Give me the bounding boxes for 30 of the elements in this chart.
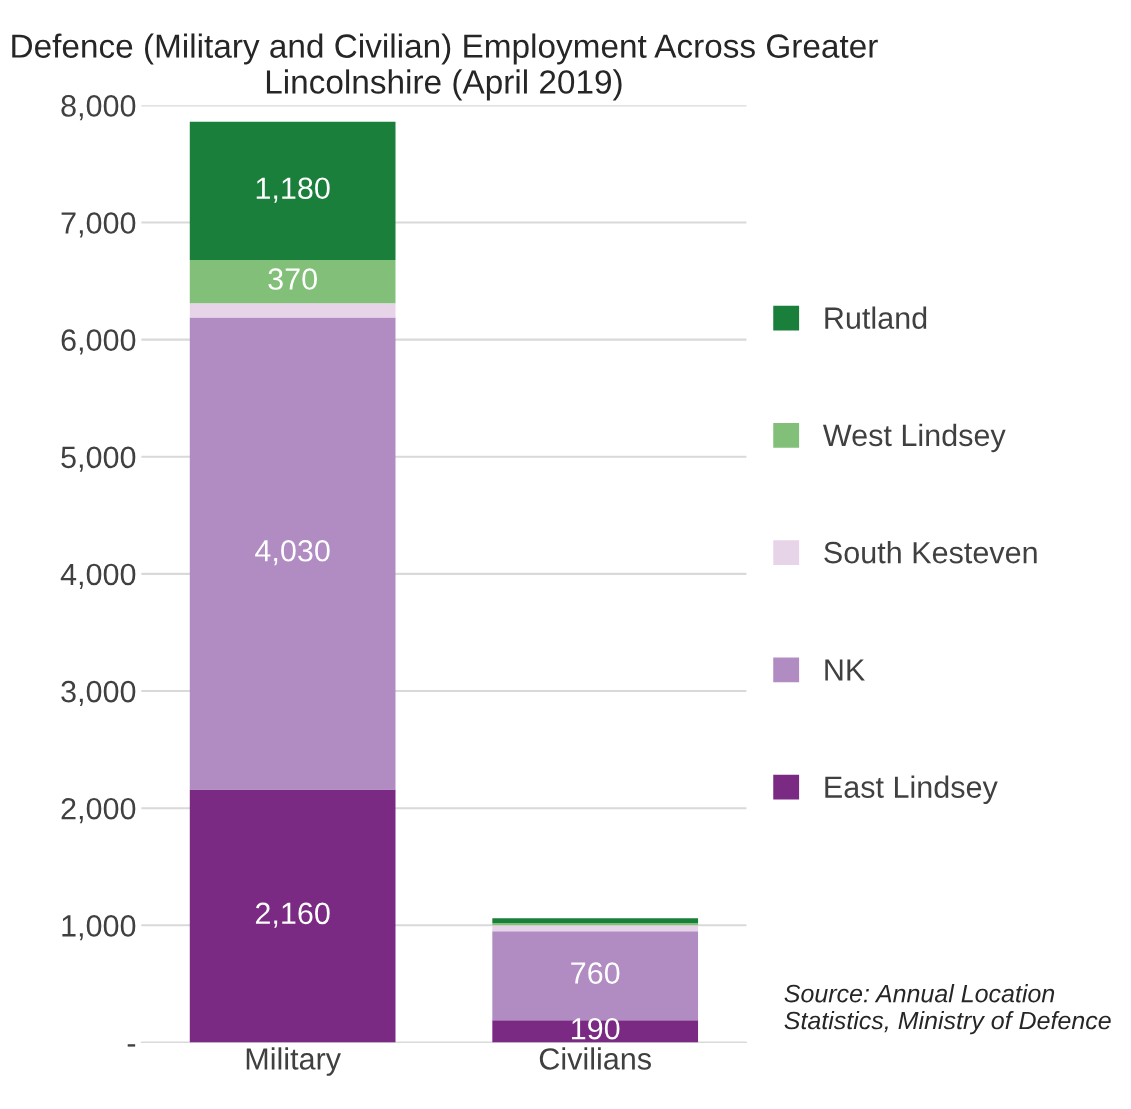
bar (189, 303, 396, 318)
data-label: 4,030 (255, 539, 330, 566)
legend-label: South Kesteven (824, 541, 1037, 564)
y-tick-label: 5,000 (61, 446, 136, 472)
data-label: 2,160 (255, 902, 330, 928)
data-label: 190 (572, 1017, 620, 1040)
data-label: 370 (268, 268, 317, 290)
source-note: Source: Annual Location Statistics, Ministry of Defence (784, 984, 1111, 1035)
bar (189, 317, 396, 790)
bar (492, 918, 699, 923)
bar (189, 121, 396, 260)
y-tick-label: 6,000 (61, 329, 136, 355)
y-tick-label: 2,000 (61, 797, 136, 824)
bar (492, 925, 699, 932)
y-tick-label: - (127, 1044, 136, 1047)
legend-label: East Lindsey (825, 775, 998, 804)
bar (492, 1020, 699, 1043)
bar (189, 789, 396, 1043)
y-tick-label: 4,000 (60, 563, 136, 589)
x-tick-label: Military (246, 1047, 341, 1076)
y-tick-label: 3,000 (61, 680, 136, 707)
y-tick-label: 7,000 (61, 212, 136, 238)
legend-label: NK (825, 659, 865, 681)
legend-label: West Lindsey (822, 423, 1006, 453)
legend-label: Rutland (825, 306, 927, 329)
data-label: 1,180 (256, 177, 330, 203)
bar (189, 259, 396, 304)
x-tick-label: Civilians (539, 1047, 651, 1070)
y-tick-label: 1,000 (62, 915, 136, 941)
data-label: 760 (571, 962, 620, 984)
